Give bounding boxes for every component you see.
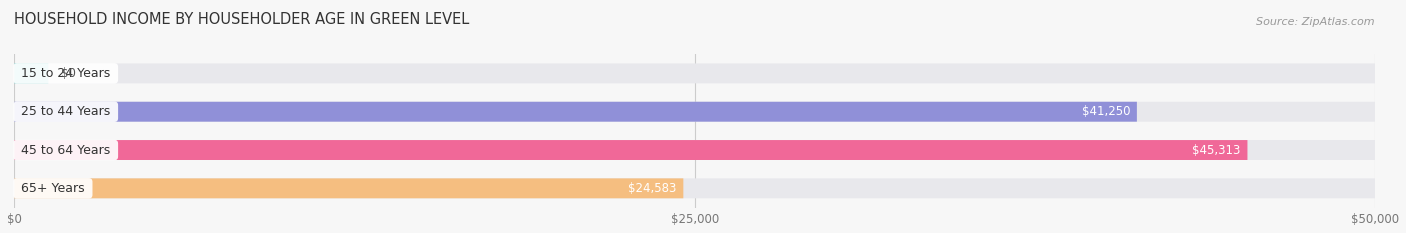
FancyBboxPatch shape [14,63,1375,83]
Text: Source: ZipAtlas.com: Source: ZipAtlas.com [1257,17,1375,27]
Text: $24,583: $24,583 [628,182,676,195]
FancyBboxPatch shape [14,178,1375,198]
Text: 45 to 64 Years: 45 to 64 Years [17,144,114,157]
FancyBboxPatch shape [14,63,48,83]
Text: 15 to 24 Years: 15 to 24 Years [17,67,114,80]
FancyBboxPatch shape [14,102,1375,122]
FancyBboxPatch shape [14,178,683,198]
Text: $41,250: $41,250 [1081,105,1130,118]
Text: 65+ Years: 65+ Years [17,182,89,195]
Text: $45,313: $45,313 [1192,144,1240,157]
FancyBboxPatch shape [14,140,1247,160]
FancyBboxPatch shape [14,102,1137,122]
Text: $0: $0 [60,67,76,80]
Text: HOUSEHOLD INCOME BY HOUSEHOLDER AGE IN GREEN LEVEL: HOUSEHOLD INCOME BY HOUSEHOLDER AGE IN G… [14,12,470,27]
Text: 25 to 44 Years: 25 to 44 Years [17,105,114,118]
FancyBboxPatch shape [14,140,1375,160]
